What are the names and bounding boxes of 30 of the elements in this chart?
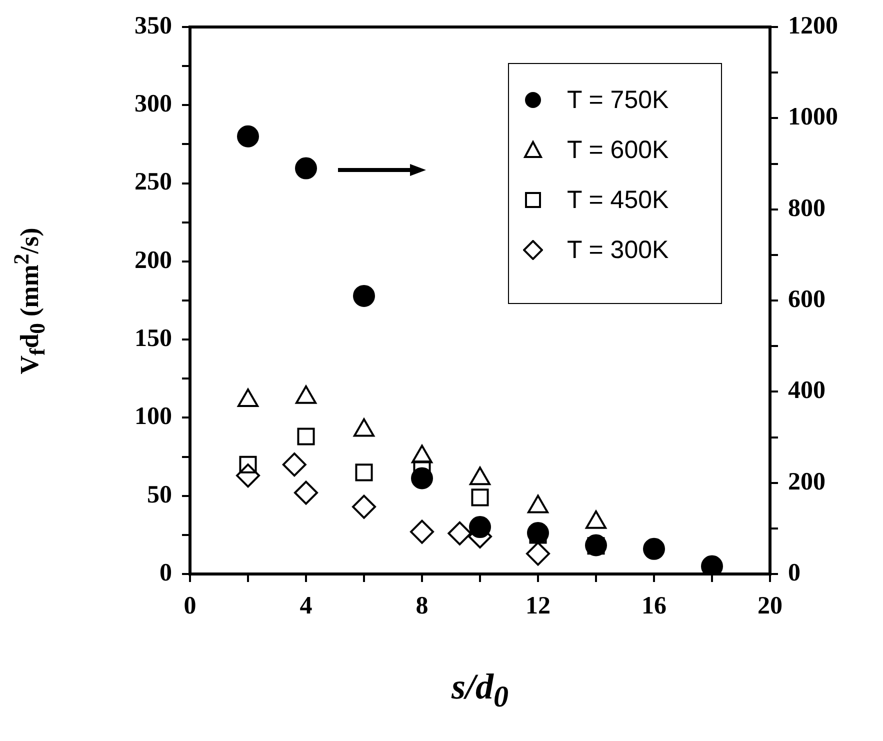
y2-tick-label: 800 <box>788 194 826 222</box>
x-tick-label: 4 <box>300 592 313 620</box>
y-tick-label: 300 <box>134 90 172 118</box>
point <box>237 125 259 148</box>
legend-label: T = 450K <box>567 186 669 214</box>
x-tick-label: 8 <box>416 592 428 620</box>
y-tick-label: 0 <box>160 559 172 586</box>
y-tick-label: 200 <box>134 246 172 274</box>
x-tick-label: 20 <box>758 592 782 620</box>
y2-tick-label: 0 <box>788 559 800 586</box>
point <box>353 284 375 307</box>
x-tick-label: 12 <box>526 592 550 620</box>
point <box>643 538 665 560</box>
y2-tick-label: 200 <box>788 468 826 496</box>
y2-tick-label: 400 <box>788 377 826 404</box>
legend-label: T = 300K <box>567 236 669 264</box>
y2-tick-label: 1200 <box>788 12 838 40</box>
y-tick-label: 250 <box>134 168 172 196</box>
y2-tick-label: 600 <box>788 286 826 313</box>
y-tick-label: 350 <box>134 12 172 40</box>
legend-label: T = 750K <box>567 86 669 114</box>
point <box>295 157 317 180</box>
x-tick-label: 0 <box>184 592 196 620</box>
x-axis-title: s/d$_{0}$ <box>451 665 509 715</box>
y-tick-label: 100 <box>134 403 172 430</box>
y-tick-label: 150 <box>134 325 172 352</box>
x-tick-label: 16 <box>642 592 666 620</box>
y2-tick-label: 1000 <box>788 104 838 131</box>
legend-label: T = 600K <box>567 136 669 164</box>
y-tick-label: 50 <box>147 481 172 508</box>
